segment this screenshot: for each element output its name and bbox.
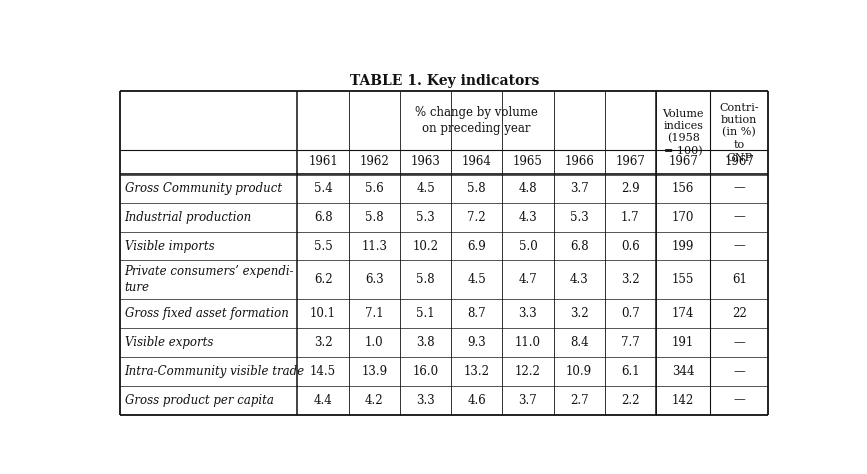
Text: 8.4: 8.4 (570, 336, 589, 349)
Text: 0.7: 0.7 (621, 307, 640, 320)
Text: 0.6: 0.6 (621, 239, 640, 253)
Text: TABLE 1. Key indicators: TABLE 1. Key indicators (349, 74, 539, 89)
Text: 1963: 1963 (411, 155, 440, 168)
Text: 12.2: 12.2 (515, 365, 541, 378)
Text: Gross product per capita: Gross product per capita (125, 393, 273, 407)
Text: 1.0: 1.0 (365, 336, 383, 349)
Text: Gross fixed asset formation: Gross fixed asset formation (125, 307, 289, 320)
Text: 5.1: 5.1 (416, 307, 435, 320)
Text: 4.3: 4.3 (570, 273, 589, 286)
Text: 4.2: 4.2 (365, 393, 383, 407)
Text: 3.2: 3.2 (314, 336, 332, 349)
Text: % change by volume
on preceding year: % change by volume on preceding year (415, 106, 538, 135)
Text: Contri-
bution
(in %)
to
GNP: Contri- bution (in %) to GNP (720, 102, 759, 163)
Text: 10.9: 10.9 (566, 365, 592, 378)
Text: 5.3: 5.3 (416, 210, 435, 224)
Text: 1967: 1967 (724, 155, 754, 168)
Text: 1964: 1964 (462, 155, 492, 168)
Text: 6.3: 6.3 (365, 273, 384, 286)
Text: 199: 199 (672, 239, 694, 253)
Text: 174: 174 (672, 307, 694, 320)
Text: Volume
indices
(1958
= 100): Volume indices (1958 = 100) (662, 109, 704, 156)
Text: 8.7: 8.7 (467, 307, 486, 320)
Text: 7.2: 7.2 (467, 210, 486, 224)
Text: 3.2: 3.2 (621, 273, 640, 286)
Text: Visible exports: Visible exports (125, 336, 213, 349)
Text: 5.8: 5.8 (365, 210, 383, 224)
Text: 1966: 1966 (564, 155, 594, 168)
Text: 155: 155 (672, 273, 694, 286)
Text: 61: 61 (732, 273, 746, 286)
Text: 6.8: 6.8 (314, 210, 332, 224)
Text: —: — (733, 182, 745, 195)
Text: Industrial production: Industrial production (125, 210, 251, 224)
Text: 2.9: 2.9 (621, 182, 640, 195)
Text: 1967: 1967 (616, 155, 645, 168)
Text: 3.2: 3.2 (570, 307, 589, 320)
Text: 5.0: 5.0 (518, 239, 538, 253)
Text: 11.3: 11.3 (362, 239, 388, 253)
Text: 142: 142 (672, 393, 694, 407)
Text: —: — (733, 393, 745, 407)
Text: 5.4: 5.4 (314, 182, 332, 195)
Text: —: — (733, 336, 745, 349)
Text: 10.2: 10.2 (413, 239, 439, 253)
Text: —: — (733, 239, 745, 253)
Text: 1.7: 1.7 (621, 210, 640, 224)
Text: 3.7: 3.7 (518, 393, 538, 407)
Text: 5.5: 5.5 (314, 239, 332, 253)
Text: 7.1: 7.1 (365, 307, 383, 320)
Text: 6.2: 6.2 (314, 273, 332, 286)
Text: 10.1: 10.1 (310, 307, 336, 320)
Text: 2.7: 2.7 (570, 393, 589, 407)
Text: 3.3: 3.3 (416, 393, 435, 407)
Text: 4.8: 4.8 (518, 182, 538, 195)
Text: 5.8: 5.8 (416, 273, 435, 286)
Text: 5.3: 5.3 (570, 210, 589, 224)
Text: 22: 22 (732, 307, 746, 320)
Text: 2.2: 2.2 (621, 393, 640, 407)
Text: 4.5: 4.5 (416, 182, 435, 195)
Text: 4.5: 4.5 (467, 273, 486, 286)
Text: 4.4: 4.4 (314, 393, 332, 407)
Text: 11.0: 11.0 (515, 336, 541, 349)
Text: —: — (733, 210, 745, 224)
Text: 191: 191 (672, 336, 694, 349)
Text: 1962: 1962 (360, 155, 389, 168)
Text: 3.8: 3.8 (416, 336, 435, 349)
Text: 6.8: 6.8 (570, 239, 589, 253)
Text: 344: 344 (672, 365, 694, 378)
Text: 14.5: 14.5 (310, 365, 336, 378)
Text: 170: 170 (672, 210, 694, 224)
Text: 3.7: 3.7 (570, 182, 589, 195)
Text: 4.7: 4.7 (518, 273, 538, 286)
Text: 9.3: 9.3 (467, 336, 486, 349)
Text: Visible imports: Visible imports (125, 239, 214, 253)
Text: 1961: 1961 (308, 155, 338, 168)
Text: 6.1: 6.1 (621, 365, 640, 378)
Text: 13.9: 13.9 (362, 365, 388, 378)
Text: 4.6: 4.6 (467, 393, 486, 407)
Text: 7.7: 7.7 (621, 336, 640, 349)
Text: 13.2: 13.2 (464, 365, 490, 378)
Text: Gross Community product: Gross Community product (125, 182, 282, 195)
Text: Intra-Community visible trade: Intra-Community visible trade (125, 365, 304, 378)
Text: 156: 156 (672, 182, 694, 195)
Text: —: — (733, 365, 745, 378)
Text: Private consumers’ expendi-
ture: Private consumers’ expendi- ture (125, 265, 294, 294)
Text: 16.0: 16.0 (413, 365, 439, 378)
Text: 6.9: 6.9 (467, 239, 486, 253)
Text: 5.6: 5.6 (365, 182, 384, 195)
Text: 3.3: 3.3 (518, 307, 538, 320)
Text: 4.3: 4.3 (518, 210, 538, 224)
Text: 5.8: 5.8 (467, 182, 486, 195)
Text: 1965: 1965 (513, 155, 543, 168)
Text: 1967: 1967 (668, 155, 698, 168)
